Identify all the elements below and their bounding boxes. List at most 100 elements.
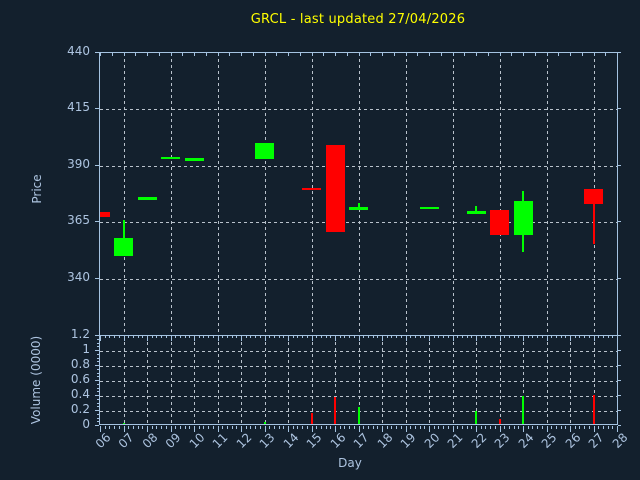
volume-gridline-day-26 bbox=[570, 336, 571, 424]
chart-title: GRCL - last updated 27/04/2026 bbox=[250, 12, 466, 27]
bottom-xtick-minor bbox=[513, 426, 515, 429]
volume-plot-area bbox=[99, 335, 618, 425]
top-xtick-minor bbox=[534, 53, 536, 56]
bottom-xtick-minor bbox=[598, 426, 600, 429]
volume-ytick-minor bbox=[97, 372, 99, 374]
mid-xtick-minor bbox=[396, 335, 398, 338]
mid-xtick-minor bbox=[222, 335, 224, 338]
top-xtick-minor bbox=[511, 53, 513, 56]
top-xtick-minor bbox=[476, 53, 477, 56]
mid-xtick-minor bbox=[414, 335, 416, 338]
mid-xtick-major bbox=[335, 335, 336, 341]
bottom-xtick-minor bbox=[410, 426, 412, 429]
price-gridline-day-9 bbox=[170, 53, 172, 335]
bottom-xtick-minor bbox=[372, 426, 374, 429]
mid-xtick-minor bbox=[330, 335, 332, 338]
candle-wick-high-day-7 bbox=[122, 220, 125, 238]
top-xtick-minor bbox=[417, 53, 419, 56]
x-tick-label-13: 13 bbox=[256, 430, 278, 451]
bottom-xtick-minor bbox=[560, 426, 562, 429]
mid-xtick-major bbox=[311, 335, 313, 341]
bottom-xtick-minor bbox=[349, 426, 351, 429]
top-xtick-minor bbox=[546, 53, 548, 56]
x-tick-label-16: 16 bbox=[327, 430, 349, 451]
candle-wick-high-day-17 bbox=[357, 202, 360, 208]
mid-xtick-minor bbox=[156, 335, 158, 338]
mid-xtick-minor bbox=[118, 335, 120, 338]
mid-xtick-minor bbox=[443, 335, 445, 338]
mid-xtick-minor bbox=[269, 335, 271, 338]
candle-day-17 bbox=[349, 207, 368, 210]
bottom-xtick-minor bbox=[565, 426, 567, 429]
price-ytick-label-390: 390 bbox=[67, 156, 90, 171]
bottom-xtick-minor bbox=[508, 426, 510, 429]
volume-bar-day-20 bbox=[428, 425, 430, 426]
top-xtick-minor bbox=[252, 53, 254, 56]
top-xtick-minor bbox=[147, 53, 148, 56]
price-gridline-day-15 bbox=[311, 53, 313, 335]
mid-xtick-minor bbox=[142, 335, 144, 338]
bottom-xtick-major bbox=[147, 426, 148, 432]
bottom-xtick-minor bbox=[353, 426, 355, 429]
mid-xtick-minor bbox=[151, 335, 153, 338]
mid-xtick-minor bbox=[372, 335, 374, 338]
candle-wick-high-day-24 bbox=[522, 190, 524, 202]
price-ytick-right-390 bbox=[618, 164, 621, 166]
top-xtick-minor bbox=[194, 53, 195, 56]
mid-xtick-minor bbox=[584, 335, 586, 338]
x-tick-label-09: 09 bbox=[162, 430, 184, 451]
bottom-xtick-minor bbox=[339, 426, 341, 429]
top-xtick-minor bbox=[440, 53, 442, 56]
volume-gridline-day-7 bbox=[123, 336, 125, 424]
bottom-xtick-minor bbox=[156, 426, 158, 429]
bottom-xtick-minor bbox=[485, 426, 487, 429]
mid-xtick-minor bbox=[231, 335, 233, 338]
bottom-xtick-minor bbox=[128, 426, 130, 429]
volume-ytick-label-0.2: 0.2 bbox=[70, 402, 90, 416]
mid-xtick-major bbox=[358, 335, 360, 341]
mid-xtick-major bbox=[194, 335, 195, 341]
bottom-xtick-major bbox=[523, 426, 524, 432]
volume-ytick-minor bbox=[97, 391, 99, 393]
mid-xtick-minor bbox=[471, 335, 473, 338]
bottom-xtick-minor bbox=[250, 426, 252, 429]
bottom-xtick-major bbox=[452, 426, 454, 432]
bottom-xtick-minor bbox=[320, 426, 322, 429]
top-xtick-minor bbox=[382, 53, 383, 56]
mid-xtick-major bbox=[123, 335, 125, 341]
x-tick-label-18: 18 bbox=[374, 430, 396, 451]
mid-xtick-minor bbox=[245, 335, 247, 338]
bottom-xtick-major bbox=[570, 426, 571, 432]
mid-xtick-major bbox=[264, 335, 266, 341]
mid-xtick-minor bbox=[494, 335, 496, 338]
top-xtick-minor bbox=[570, 53, 571, 56]
bottom-xtick-major bbox=[593, 426, 595, 432]
bottom-xtick-minor bbox=[551, 426, 553, 429]
bottom-xtick-minor bbox=[363, 426, 365, 429]
mid-xtick-minor bbox=[612, 335, 614, 338]
bottom-xtick-minor bbox=[471, 426, 473, 429]
mid-xtick-minor bbox=[179, 335, 181, 338]
bottom-xtick-minor bbox=[424, 426, 426, 429]
volume-ytick-right-0.6 bbox=[618, 380, 621, 381]
price-ytick-label-365: 365 bbox=[67, 213, 90, 228]
mid-xtick-minor bbox=[438, 335, 440, 338]
mid-xtick-minor bbox=[386, 335, 388, 338]
bottom-xtick-minor bbox=[400, 426, 402, 429]
bottom-xtick-minor bbox=[612, 426, 614, 429]
volume-ytick-minor bbox=[97, 402, 99, 404]
bottom-xtick-minor bbox=[179, 426, 181, 429]
bottom-xtick-minor bbox=[532, 426, 534, 429]
volume-ytick-right-0.4 bbox=[618, 395, 621, 396]
mid-xtick-minor bbox=[104, 335, 106, 338]
price-gridline-day-23 bbox=[499, 53, 501, 335]
volume-ytick-minor bbox=[97, 338, 99, 340]
bottom-xtick-minor bbox=[555, 426, 557, 429]
volume-ytick-minor bbox=[97, 342, 99, 344]
bottom-xtick-minor bbox=[457, 426, 459, 429]
mid-xtick-major bbox=[523, 335, 524, 341]
x-tick-label-25: 25 bbox=[538, 430, 560, 451]
top-xtick-minor bbox=[311, 53, 313, 56]
bottom-xtick-minor bbox=[344, 426, 346, 429]
mid-xtick-minor bbox=[316, 335, 318, 338]
